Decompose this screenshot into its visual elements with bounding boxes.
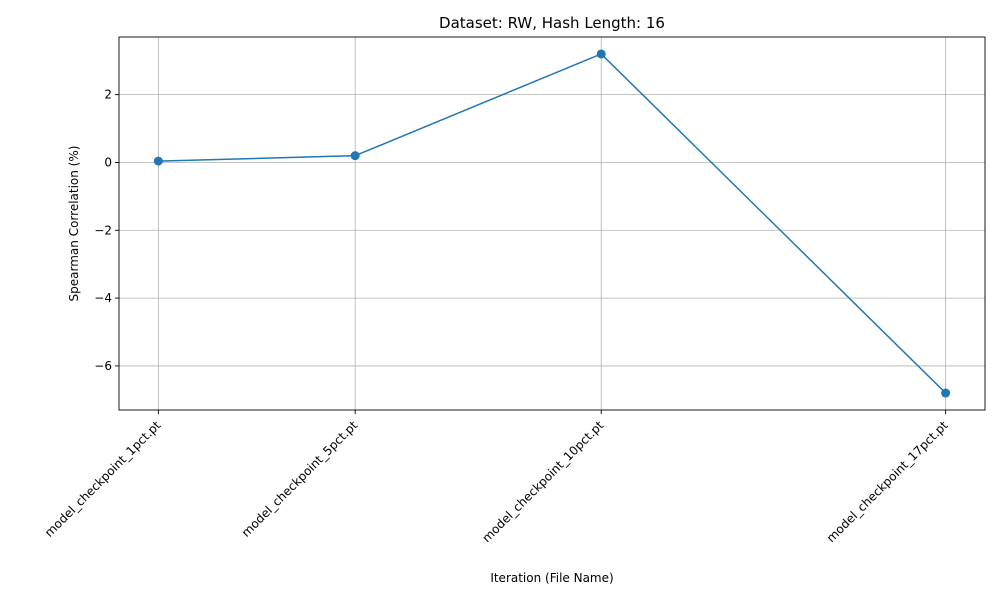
- x-tick-label: model_checkpoint_17pct.pt: [824, 418, 951, 545]
- y-tick-label: 2: [104, 88, 112, 102]
- x-tick-label: model_checkpoint_10pct.pt: [479, 418, 606, 545]
- x-tick-label: model_checkpoint_1pct.pt: [42, 418, 164, 540]
- grid: [119, 37, 985, 410]
- y-axis-label: Spearman Correlation (%): [67, 146, 81, 302]
- x-axis-label: Iteration (File Name): [490, 571, 613, 585]
- data-point: [350, 151, 360, 161]
- y-tick-label: −2: [94, 223, 112, 237]
- y-tick-label: −4: [94, 291, 112, 305]
- ticks: −6 −4 −2 0 2 model_checkpoint_1pct.pt model_ch…: [42, 88, 951, 545]
- x-tick-label: model_checkpoint_5pct.pt: [239, 418, 361, 540]
- series-layer: [153, 49, 951, 398]
- y-tick-label: 0: [104, 155, 112, 169]
- chart-title: Dataset: RW, Hash Length: 16: [439, 14, 665, 32]
- data-point: [153, 156, 163, 166]
- axes-frame: [118, 36, 986, 411]
- data-point: [596, 49, 606, 59]
- data-point: [941, 388, 951, 398]
- series-line: [158, 53, 947, 394]
- y-tick-label: −6: [94, 359, 112, 373]
